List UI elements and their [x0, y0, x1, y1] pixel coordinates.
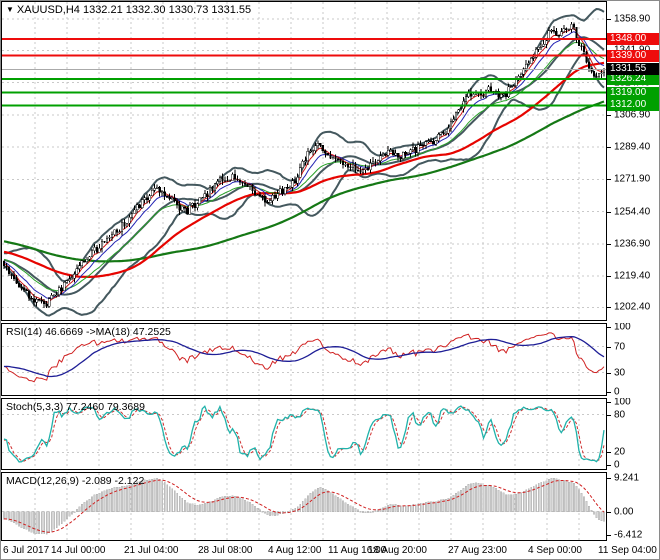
symbol-dropdown-icon[interactable]: ▼ [6, 5, 14, 14]
scale-tick-label: 9.241 [614, 472, 640, 484]
time-axis-label: 27 Aug 23:00 [448, 545, 507, 556]
scale-tick-label: 100 [614, 323, 631, 333]
chart-title: ▼ XAUUSD,H4 1332.21 1332.30 1330.73 1331.… [6, 4, 251, 16]
time-axis-label: 21 Jul 04:00 [124, 545, 179, 556]
scale-tick-mark [607, 415, 611, 416]
scale-tick-label: 1358.90 [614, 13, 651, 25]
scale-tick-label: 70 [614, 341, 626, 352]
scale-tick-label: 1202.40 [614, 301, 651, 313]
stochastic-plot: Stoch(5,3,3) 77.2460 79.3689 [1, 398, 607, 470]
stochastic-chart-canvas[interactable] [2, 399, 606, 469]
scale-tick-label: 1306.90 [614, 109, 651, 121]
time-axis-label: 11 Sep 04:00 [598, 545, 657, 556]
scale-tick-mark [607, 327, 611, 328]
scale-tick-label: 20 [614, 446, 626, 458]
macd-scale[interactable]: 9.241 0.00 -6.412 [607, 472, 659, 541]
candles [2, 22, 606, 309]
scale-tick-mark [607, 19, 611, 20]
scale-tick-mark [607, 212, 611, 213]
time-axis-label: 4 Aug 12:00 [268, 545, 322, 556]
scale-tick-mark [607, 402, 611, 403]
scale-tick-label: 30 [614, 367, 626, 378]
scale-tick-label: -6.412 [614, 529, 643, 541]
scale-tick-label: 100 [614, 398, 631, 408]
rsi-scale[interactable]: 100 70 30 0 [607, 323, 659, 396]
macd-signal [3, 479, 605, 533]
scale-tick-label: 80 [614, 409, 626, 421]
scale-tick-label: 1254.40 [614, 206, 651, 218]
scale-tick-mark [607, 115, 611, 116]
scale-tick-label: 0 [614, 459, 620, 471]
time-axis-label: 28 Jul 08:00 [198, 545, 253, 556]
scale-tick-mark [607, 347, 611, 348]
scale-tick-label: 1289.40 [614, 141, 651, 153]
time-axis[interactable]: 6 Jul 2017 14 Jul 00:00 21 Jul 04:00 28 Jul… [1, 543, 659, 559]
main-plot: ▼ XAUUSD,H4 1332.21 1332.30 1330.73 1331.… [1, 1, 607, 321]
time-axis-label: 4 Sep 00:00 [528, 545, 582, 556]
chart-ohlc: 1332.21 1332.30 1330.73 1331.55 [82, 4, 252, 16]
scale-tick-label: 1236.90 [614, 238, 651, 250]
rsi-chart-canvas[interactable] [2, 324, 606, 395]
panel-divider [1, 321, 659, 323]
scale-tick-mark [607, 392, 611, 393]
price-badge-resistance[interactable]: 1348.00 [607, 33, 659, 45]
scale-tick-label: 0 [614, 386, 620, 397]
price-badge-support[interactable]: 1319.00 [607, 87, 659, 99]
scale-tick-label: 0.00 [614, 506, 634, 518]
macd-histogram [3, 477, 605, 535]
time-axis-label: 18 Aug 20:00 [368, 545, 427, 556]
scale-tick-mark [607, 147, 611, 148]
scale-tick-mark [607, 452, 611, 453]
stochastic-scale[interactable]: 100 80 20 0 [607, 398, 659, 470]
scale-tick-mark [607, 535, 611, 536]
grid [2, 324, 606, 395]
chart-symbol: XAUUSD,H4 [16, 4, 80, 16]
scale-tick-mark [607, 244, 611, 245]
price-badge-support[interactable]: 1326.24 [607, 73, 659, 85]
scale-tick-mark [607, 307, 611, 308]
scale-tick-label: 1219.40 [614, 270, 651, 282]
macd-plot: MACD(12,26,9) -2.089 -2.122 [1, 472, 607, 541]
scale-tick-mark [607, 478, 611, 479]
panel-divider [1, 396, 659, 398]
scale-tick-mark [607, 373, 611, 374]
rsi-panel: RSI(14) 46.6669 ->MA(18) 47.2525 100 70 30… [1, 323, 659, 396]
panel-divider [1, 541, 659, 543]
price-badge-resistance[interactable]: 1339.00 [607, 50, 659, 62]
macd-panel: MACD(12,26,9) -2.089 -2.122 9.241 0.00 -6.… [1, 472, 659, 541]
rsi-plot: RSI(14) 46.6669 ->MA(18) 47.2525 [1, 323, 607, 396]
macd-chart-canvas[interactable] [2, 473, 606, 540]
price-badge-support[interactable]: 1312.00 [607, 99, 659, 111]
rsi-lines [3, 332, 605, 383]
time-axis-label: 14 Jul 00:00 [51, 545, 106, 556]
indicator-lines [3, 8, 605, 317]
stochastic-panel: Stoch(5,3,3) 77.2460 79.3689 100 80 20 0 [1, 398, 659, 470]
stochastic-lines [3, 404, 605, 463]
macd-label: MACD(12,26,9) -2.089 -2.122 [6, 475, 145, 487]
price-badge-current[interactable]: 1331.55 [607, 63, 659, 75]
panel-divider [1, 470, 659, 472]
scale-tick-mark [607, 179, 611, 180]
main-panel: ▼ XAUUSD,H4 1332.21 1332.30 1330.73 1331.… [1, 1, 659, 321]
scale-tick-label: 1271.90 [614, 173, 651, 185]
rsi-label: RSI(14) 46.6669 ->MA(18) 47.2525 [6, 326, 171, 338]
level-lines [2, 38, 606, 107]
time-axis-label: 11 Aug 16:00 [328, 545, 387, 556]
scale-tick-mark [607, 276, 611, 277]
price-chart-canvas[interactable] [2, 2, 606, 320]
stochastic-label: Stoch(5,3,3) 77.2460 79.3689 [6, 401, 145, 413]
scale-tick-mark [607, 465, 611, 466]
price-scale[interactable]: 1358.901341.901324.401306.901289.401271.… [607, 1, 659, 321]
time-axis-label: 6 Jul 2017 [3, 545, 50, 556]
scale-tick-mark [607, 512, 611, 513]
